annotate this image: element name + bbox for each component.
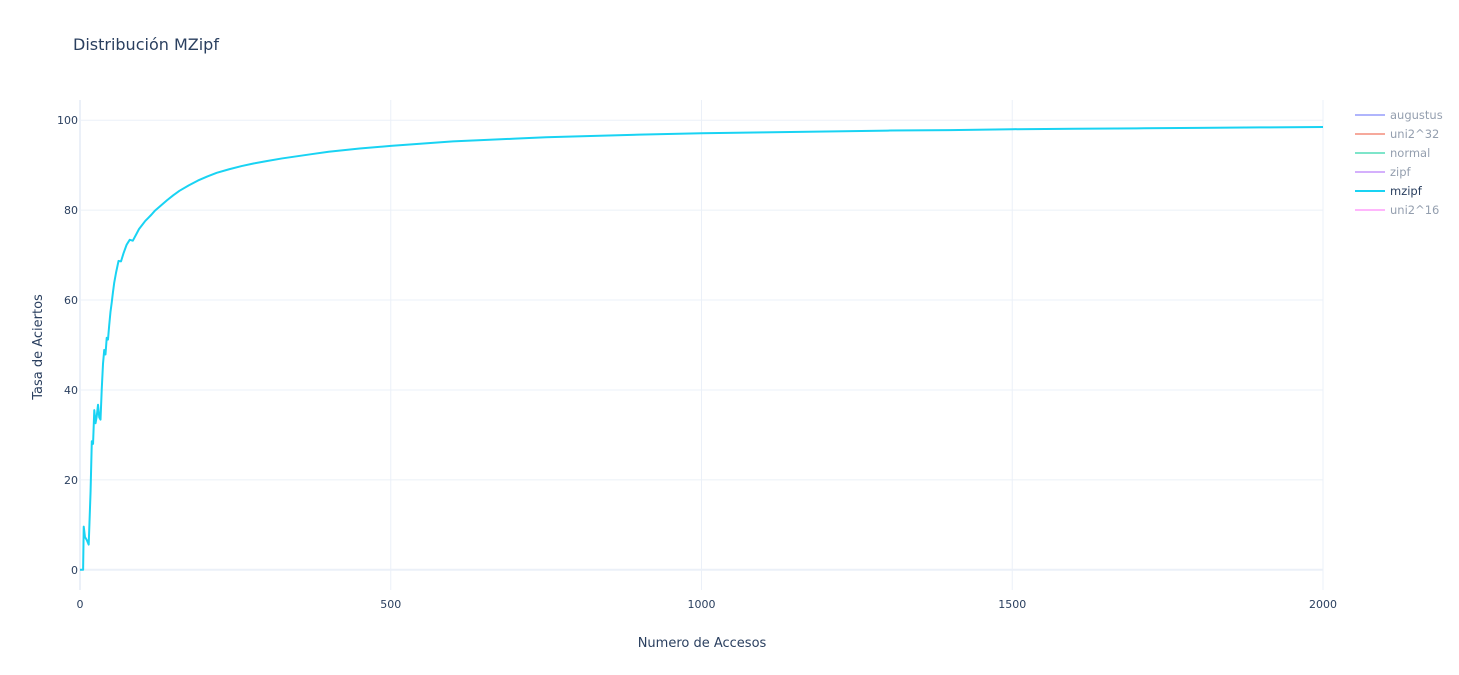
legend-label: augustus: [1390, 108, 1443, 122]
x-tick-label: 1000: [688, 598, 716, 611]
legend-item-augustus[interactable]: augustus: [1351, 106, 1451, 124]
y-tick-label: 60: [64, 294, 78, 307]
y-tick-label: 80: [64, 204, 78, 217]
legend-label: zipf: [1390, 165, 1412, 179]
legend-item-uni2-32[interactable]: uni2^32: [1351, 125, 1451, 143]
legend-item-zipf[interactable]: zipf: [1351, 163, 1451, 181]
plot-area[interactable]: [79, 100, 1324, 590]
legend-item-uni2-16[interactable]: uni2^16: [1351, 201, 1451, 219]
y-tick-label: 100: [57, 114, 78, 127]
series-line-mzipf: [80, 125, 1324, 571]
x-tick-label: 1500: [998, 598, 1026, 611]
legend-label: uni2^32: [1390, 127, 1439, 141]
x-tick-label: 2000: [1309, 598, 1337, 611]
x-tick-label: 0: [77, 598, 84, 611]
y-tick-label: 0: [71, 564, 78, 577]
legend-label: mzipf: [1390, 184, 1423, 198]
legend-label: uni2^16: [1390, 203, 1439, 217]
y-axis-ticks: 0 20 40 60 80 100: [57, 114, 78, 577]
x-axis-title: Numero de Accesos: [638, 636, 767, 651]
chart-title: Distribución MZipf: [73, 35, 219, 54]
series-lines: [80, 125, 1324, 571]
y-axis-title: Tasa de Aciertos: [31, 294, 46, 401]
legend-item-normal[interactable]: normal: [1351, 144, 1451, 162]
y-tick-label: 20: [64, 474, 78, 487]
legend: augustus uni2^32 normal zipf mzipf uni2^16: [1351, 106, 1451, 219]
legend-item-mzipf[interactable]: mzipf: [1351, 182, 1451, 200]
zero-lines: [79, 100, 1323, 590]
x-axis-ticks: 0 500 1000 1500 2000: [77, 598, 1338, 611]
legend-label: normal: [1390, 146, 1430, 160]
y-tick-label: 40: [64, 384, 78, 397]
x-tick-label: 500: [380, 598, 401, 611]
gridlines: [80, 100, 1324, 590]
